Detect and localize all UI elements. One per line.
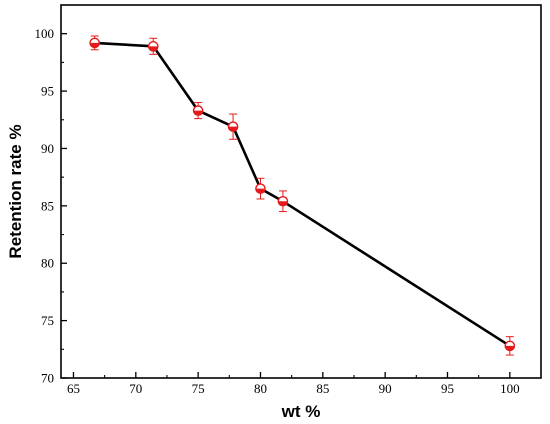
series-line xyxy=(94,41,511,347)
data-point-fill xyxy=(505,345,515,351)
y-tick-label: 100 xyxy=(35,26,55,41)
plot-frame xyxy=(60,4,542,379)
x-axis-title: wt % xyxy=(281,402,321,421)
y-tick-label: 70 xyxy=(41,371,54,386)
x-tick-label: 80 xyxy=(254,381,267,396)
x-tick-label: 65 xyxy=(67,381,80,396)
x-tick-label: 90 xyxy=(379,381,392,396)
y-tick-label: 90 xyxy=(41,141,54,156)
x-tick-label: 100 xyxy=(500,381,520,396)
y-tick-label: 95 xyxy=(41,84,54,99)
x-tick-label: 70 xyxy=(129,381,142,396)
plot-data xyxy=(89,35,516,356)
data-point-fill xyxy=(278,201,288,206)
data-point-fill xyxy=(255,188,266,194)
x-tick-label: 85 xyxy=(316,381,329,396)
y-axis-title: Retention rate % xyxy=(6,124,25,258)
y-tick-label: 75 xyxy=(41,313,54,328)
y-tick-label: 80 xyxy=(41,256,54,271)
data-point-fill xyxy=(228,126,238,132)
x-tick-label: 95 xyxy=(441,381,454,396)
data-point-fill xyxy=(90,42,100,48)
axis-ticks: 65 70 75 80 85 90 95 100 70 75 80 85 90 95 100 xyxy=(35,26,520,396)
data-point-fill xyxy=(148,46,158,51)
x-tick-label: 75 xyxy=(192,381,205,396)
data-point-fill xyxy=(193,110,203,116)
y-tick-label: 85 xyxy=(41,198,54,213)
